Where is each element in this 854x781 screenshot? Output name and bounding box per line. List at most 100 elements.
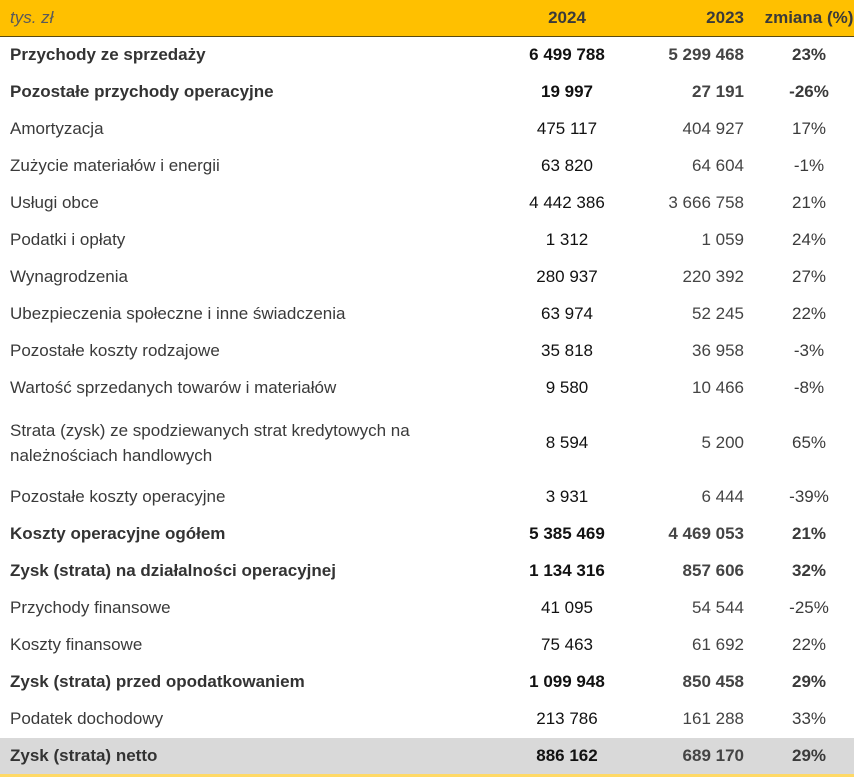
change-percent: -3%: [793, 341, 825, 360]
table-row: Podatki i opłaty 1 312 1 059 24%: [0, 222, 854, 259]
value-2024: 6 499 788: [529, 45, 605, 64]
table-row: Zysk (strata) na działalności operacyjne…: [0, 553, 854, 590]
unit-header: tys. zł: [0, 0, 500, 37]
value-2023: 3 666 758: [668, 193, 744, 212]
row-label: Zysk (strata) przed opodatkowaniem: [10, 672, 305, 691]
row-label: Zysk (strata) na działalności operacyjne…: [10, 561, 336, 580]
value-2024: 41 095: [541, 598, 593, 617]
row-label: Przychody ze sprzedaży: [10, 45, 206, 64]
row-label: Przychody finansowe: [10, 598, 171, 617]
change-percent: 23%: [791, 45, 827, 64]
table-row: Pozostałe przychody operacyjne 19 997 27 1…: [0, 74, 854, 111]
change-percent: 17%: [791, 119, 827, 138]
row-label: Pozostałe koszty operacyjne: [10, 487, 226, 506]
table-row: Amortyzacja 475 117 404 927 17%: [0, 111, 854, 148]
change-percent: 29%: [791, 672, 827, 691]
value-2023: 64 604: [692, 156, 744, 175]
value-2023: 857 606: [682, 561, 744, 580]
value-2023: 54 544: [692, 598, 744, 617]
col-2024-header: 2024: [500, 0, 634, 37]
value-2024: 280 937: [536, 267, 598, 286]
row-label: Koszty finansowe: [10, 635, 143, 654]
value-2024: 35 818: [541, 341, 593, 360]
row-label: Koszty operacyjne ogółem: [10, 524, 226, 543]
change-percent: 33%: [791, 709, 827, 728]
value-2023: 5 200: [701, 432, 744, 452]
table-row: Ubezpieczenia społeczne i inne świadczen…: [0, 296, 854, 333]
value-2024: 1 134 316: [529, 561, 605, 580]
value-2024: 8 594: [545, 432, 589, 452]
value-2024: 475 117: [536, 119, 598, 138]
value-2023: 5 299 468: [668, 45, 744, 64]
row-label: Zużycie materiałów i energii: [10, 156, 220, 175]
change-percent: 22%: [791, 304, 827, 323]
change-percent: -25%: [789, 598, 829, 617]
value-2023: 850 458: [682, 672, 744, 691]
col-change-header: zmiana (%): [744, 0, 854, 37]
value-2023: 1 059: [701, 230, 744, 249]
table-row: Zużycie materiałów i energii 63 820 64 604…: [0, 148, 854, 185]
row-label: Wynagrodzenia: [10, 267, 128, 286]
col-2023-header: 2023: [634, 0, 744, 37]
value-2024: 19 997: [541, 82, 593, 101]
value-2024: 1 099 948: [529, 672, 605, 691]
table-row: Przychody finansowe 41 095 54 544 -25%: [0, 590, 854, 627]
change-percent: -26%: [789, 82, 829, 101]
table-row: Koszty operacyjne ogółem 5 385 469 4 469 0…: [0, 516, 854, 553]
change-percent: 21%: [791, 524, 827, 543]
value-2024: 1 312: [545, 230, 589, 249]
value-2023: 220 392: [682, 267, 744, 286]
row-label: Pozostałe przychody operacyjne: [10, 82, 274, 101]
value-2023: 27 191: [692, 82, 744, 101]
value-2023: 10 466: [692, 378, 744, 397]
row-label: Podatek dochodowy: [10, 709, 164, 728]
change-percent: 27%: [791, 267, 827, 286]
change-percent: 24%: [791, 230, 827, 249]
table-row: Usługi obce 4 442 386 3 666 758 21%: [0, 185, 854, 222]
change-percent: 22%: [791, 635, 827, 654]
table-row: Wynagrodzenia 280 937 220 392 27%: [0, 259, 854, 296]
row-label: Usługi obce: [10, 193, 99, 212]
change-percent: 32%: [791, 561, 827, 580]
table-row: Pozostałe koszty operacyjne 3 931 6 444 -39…: [0, 479, 854, 516]
change-percent: 65%: [791, 432, 827, 452]
change-percent: -8%: [793, 378, 825, 397]
row-label: Zysk (strata) netto: [0, 737, 500, 777]
value-2023: 161 288: [682, 709, 744, 728]
change-percent: -1%: [793, 156, 825, 175]
table-row: Wartość sprzedanych towarów i materiałów…: [0, 370, 854, 407]
value-2024: 63 820: [541, 156, 593, 175]
value-2024: 63 974: [541, 304, 593, 323]
row-label: Pozostałe koszty rodzajowe: [10, 341, 220, 360]
table-row: Przychody ze sprzedaży 6 499 788 5 299 468…: [0, 36, 854, 74]
change-percent: 29%: [744, 737, 854, 777]
value-2023: 36 958: [692, 341, 744, 360]
value-2023: 61 692: [692, 635, 744, 654]
row-label: Amortyzacja: [10, 119, 104, 138]
value-2024: 9 580: [545, 378, 589, 397]
change-percent: 21%: [791, 193, 827, 212]
value-2024: 75 463: [541, 635, 593, 654]
value-2024: 886 162: [500, 737, 634, 777]
row-label: Wartość sprzedanych towarów i materiałów: [10, 378, 337, 397]
row-label: Podatki i opłaty: [10, 230, 126, 249]
row-label: Ubezpieczenia społeczne i inne świadczen…: [10, 304, 346, 323]
value-2024: 5 385 469: [529, 524, 605, 543]
table-row: Podatek dochodowy 213 786 161 288 33%: [0, 701, 854, 738]
total-row: Zysk (strata) netto 886 162 689 170 29%: [0, 737, 854, 777]
table-row: Zysk (strata) przed opodatkowaniem 1 099 …: [0, 664, 854, 701]
value-2023: 404 927: [682, 119, 744, 138]
value-2023: 52 245: [692, 304, 744, 323]
table-row: Strata (zysk) ze spodziewanych strat kre…: [0, 407, 854, 479]
value-2023: 6 444: [701, 487, 744, 506]
row-label: Strata (zysk) ze spodziewanych strat kre…: [10, 420, 410, 465]
change-percent: -39%: [789, 487, 829, 506]
value-2023: 689 170: [634, 737, 744, 777]
table-row: Koszty finansowe 75 463 61 692 22%: [0, 627, 854, 664]
value-2023: 4 469 053: [668, 524, 744, 543]
table-row: Pozostałe koszty rodzajowe 35 818 36 958 -3…: [0, 333, 854, 370]
value-2024: 3 931: [545, 487, 589, 506]
value-2024: 213 786: [536, 709, 598, 728]
table-header: tys. zł 2024 2023 zmiana (%): [0, 0, 854, 37]
